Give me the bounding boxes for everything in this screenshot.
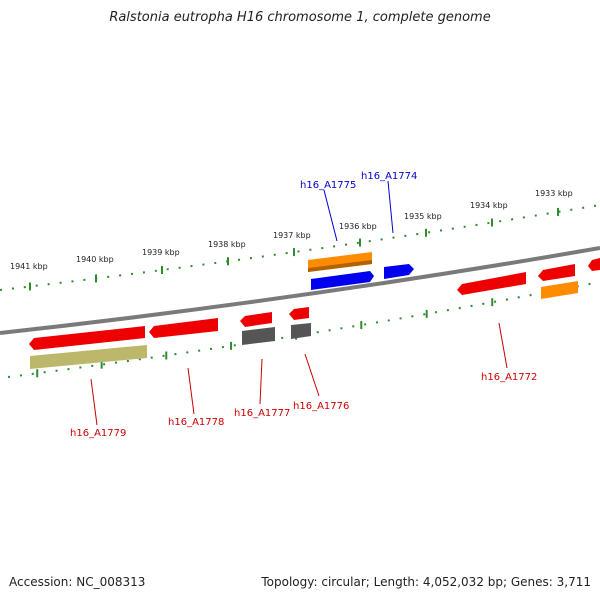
gene-h16-A1776-gray[interactable] <box>291 323 311 339</box>
label-leaders <box>90 180 508 426</box>
chromosome-backbone <box>0 246 600 335</box>
kbp-label: 1941 kbp <box>10 262 48 271</box>
kbp-label: 1937 kbp <box>273 231 311 240</box>
gene-labels: h16_A1775 h16_A1774 h16_A1779 h16_A1778 … <box>70 171 537 439</box>
leader-A1774 <box>387 180 394 234</box>
leader-A1779 <box>90 378 98 426</box>
kbp-label: 1935 kbp <box>404 212 442 221</box>
leader-A1772 <box>498 322 508 369</box>
gene-h16-A1776[interactable] <box>289 307 309 320</box>
gene-label-h16-A1772[interactable]: h16_A1772 <box>481 372 537 383</box>
gene-h16-A1772[interactable] <box>457 272 526 295</box>
leader-A1775 <box>323 189 338 242</box>
topology-text: Topology: circular; Length: 4,052,032 bp… <box>261 575 591 589</box>
gene-label-h16-A1777[interactable]: h16_A1777 <box>234 408 290 419</box>
leader-A1776 <box>304 353 320 397</box>
diagram-title: Ralstonia eutropha H16 chromosome 1, com… <box>109 10 491 25</box>
leader-A1778 <box>187 367 195 415</box>
gene-label-h16-A1779[interactable]: h16_A1779 <box>70 428 126 439</box>
kbp-label: 1939 kbp <box>142 248 180 257</box>
accession-text: Accession: NC_008313 <box>9 575 146 589</box>
gene-shadow <box>308 260 372 272</box>
gene-h16-A1775-blue[interactable] <box>311 271 374 290</box>
kbp-label: 1933 kbp <box>535 189 573 198</box>
kbp-label: 1938 kbp <box>208 240 246 249</box>
gene-h16-A1774[interactable] <box>384 264 414 279</box>
kbp-label: 1936 kbp <box>339 222 377 231</box>
gene-red-edge[interactable] <box>588 258 600 271</box>
genes-upper <box>308 252 600 299</box>
kbp-labels: 1941 kbp 1940 kbp 1939 kbp 1938 kbp 1937… <box>10 189 573 271</box>
genes-lower <box>29 307 311 369</box>
gene-red-right[interactable] <box>538 264 575 281</box>
upper-tick-track <box>0 204 600 291</box>
gene-label-h16-A1775[interactable]: h16_A1775 <box>300 180 356 191</box>
gene-label-h16-A1778[interactable]: h16_A1778 <box>168 417 224 428</box>
kbp-label: 1940 kbp <box>76 255 114 264</box>
gene-h16-A1778[interactable] <box>149 318 218 338</box>
gene-orange-right[interactable] <box>541 281 578 299</box>
gene-h16-A1777-gray[interactable] <box>242 327 275 345</box>
gene-h16-A1777[interactable] <box>240 312 272 327</box>
gene-label-h16-A1774[interactable]: h16_A1774 <box>361 171 417 182</box>
major-ticks-upper <box>29 207 559 291</box>
kbp-label: 1934 kbp <box>470 201 508 210</box>
gene-h16-A1779-khaki[interactable] <box>30 345 147 369</box>
gene-label-h16-A1776[interactable]: h16_A1776 <box>293 401 349 412</box>
leader-A1777 <box>259 358 263 405</box>
gene-h16-A1779[interactable] <box>29 326 145 350</box>
